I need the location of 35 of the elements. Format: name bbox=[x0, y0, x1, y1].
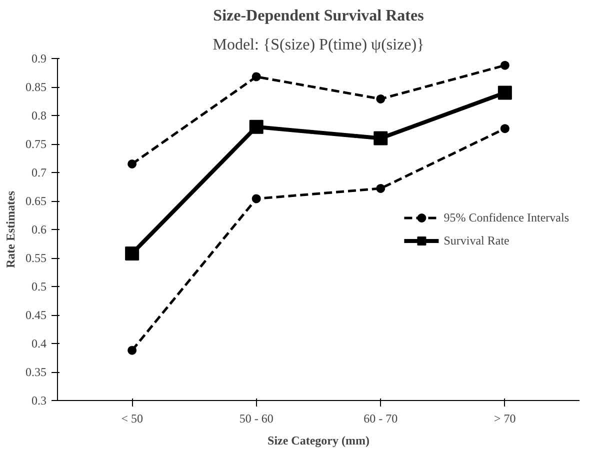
point bbox=[376, 184, 386, 193]
point bbox=[128, 346, 137, 355]
point bbox=[500, 60, 510, 70]
point bbox=[249, 120, 264, 134]
y-tick-label: 0.75 bbox=[26, 137, 46, 151]
point bbox=[376, 94, 386, 104]
y-tick-label: 0.35 bbox=[26, 365, 46, 379]
y-tick-label: 0.85 bbox=[26, 80, 46, 94]
point bbox=[252, 72, 261, 82]
y-tick-label: 0.3 bbox=[32, 394, 46, 408]
y-tick-label: 0.4 bbox=[32, 336, 46, 350]
point bbox=[125, 246, 140, 260]
point bbox=[500, 124, 510, 134]
y-tick-label: 0.6 bbox=[32, 222, 46, 236]
x-tick-label: 50 - 60 bbox=[239, 412, 274, 426]
chart-title: Size-Dependent Survival Rates bbox=[213, 8, 424, 24]
chart-subtitle: Model: {S(size) P(time) ψ(size)} bbox=[212, 36, 424, 54]
x-tick-label: > 70 bbox=[494, 412, 516, 426]
point bbox=[374, 131, 388, 146]
y-tick-label: 0.7 bbox=[32, 166, 46, 180]
point bbox=[128, 159, 137, 168]
y-tick-label: 0.5 bbox=[32, 280, 46, 294]
x-tick-label: 60 - 70 bbox=[364, 412, 398, 426]
x-axis-title: Size Category (mm) bbox=[268, 434, 370, 448]
y-tick-label: 0.9 bbox=[32, 52, 46, 66]
y-tick-label: 0.65 bbox=[26, 194, 46, 208]
y-tick-label: 0.55 bbox=[26, 251, 46, 265]
point bbox=[498, 86, 512, 100]
legend-label: Survival Rate bbox=[444, 233, 510, 248]
legend-label: 95% Confidence Intervals bbox=[444, 210, 569, 225]
y-tick-label: 0.45 bbox=[26, 308, 46, 322]
y-axis-title: Rate Estimates bbox=[4, 190, 18, 268]
point bbox=[252, 194, 261, 204]
x-tick-label: < 50 bbox=[121, 412, 143, 426]
y-tick-label: 0.8 bbox=[32, 108, 46, 122]
